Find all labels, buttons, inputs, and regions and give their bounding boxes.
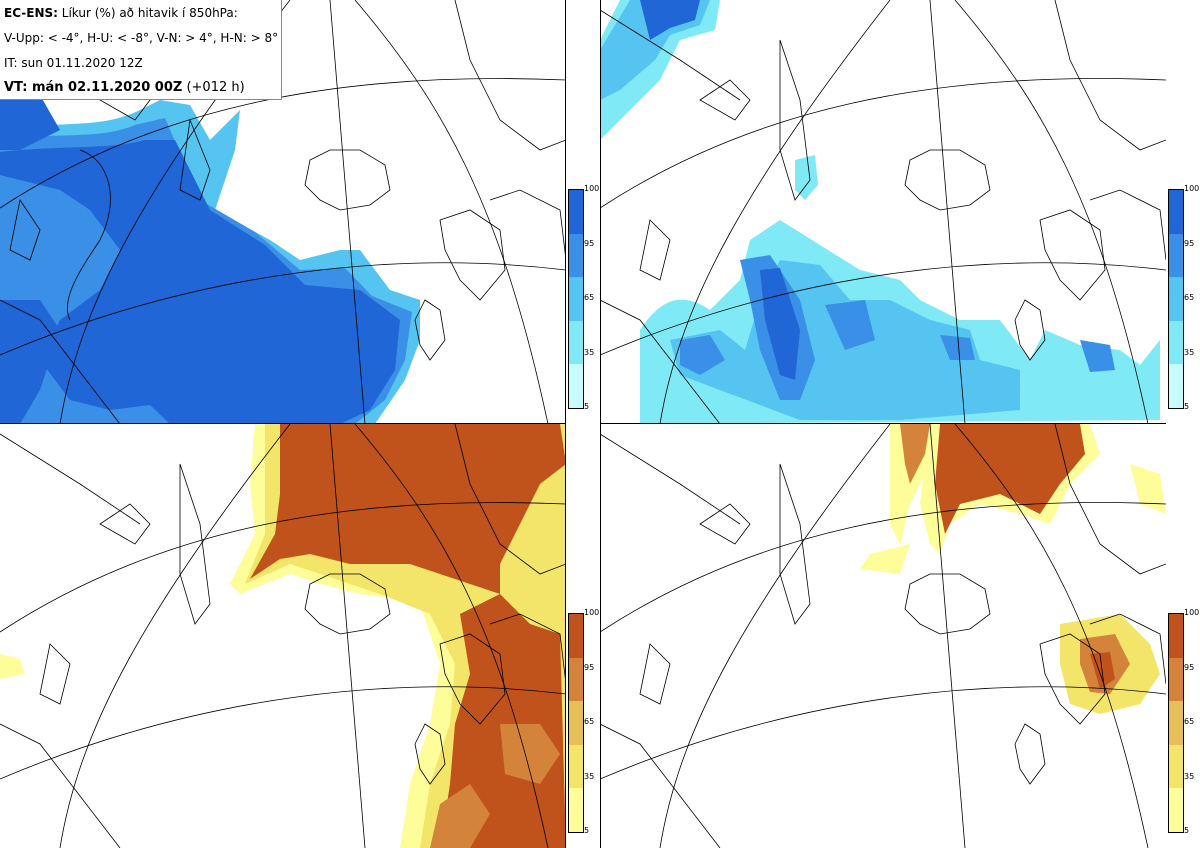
colorbar-segment: [569, 320, 583, 365]
colorbar-tick-label: 5: [584, 402, 590, 411]
map-warm-plus4: [0, 424, 566, 848]
model-name: EC-ENS:: [4, 6, 58, 20]
colorbar-tick-label: 35: [584, 771, 595, 781]
colorbar-segment: [569, 233, 583, 278]
colorbar-tick-label: 65: [584, 293, 595, 302]
colorbar-segment: [1169, 190, 1183, 234]
colorbar-tick-label: 95: [584, 238, 595, 248]
init-time-text: IT: sun 01.11.2020 12Z: [4, 56, 143, 70]
map-warm-plus8: [600, 424, 1166, 848]
colorbar-segment: [569, 744, 583, 789]
colorbar-orange-bottom-left: [568, 613, 584, 833]
colorbar-segment: [1169, 233, 1183, 278]
map-panel-warm-plus8: [600, 424, 1166, 848]
colorbar-segment: [1169, 614, 1183, 658]
colorbar-tick-label: 95: [584, 662, 595, 672]
colorbar-tick-label: 100: [1184, 608, 1200, 617]
colorbar-tick-label: 100: [584, 608, 600, 617]
colorbar-tick-label: 65: [1184, 717, 1195, 726]
panel-border-right: [600, 0, 601, 848]
threshold-text: V-Upp: < -4°, H-U: < -8°, V-N: > 4°, H-N…: [4, 31, 279, 45]
colorbar-blue-top-right: [1168, 189, 1184, 409]
colorbar-tick-label: 5: [584, 826, 590, 835]
header-title-line: EC-ENS: Líkur (%) að hitavik í 850hPa:: [4, 6, 238, 20]
colorbar-segment: [569, 277, 583, 321]
colorbar-tick-label: 35: [1184, 347, 1195, 357]
colorbar-tick-label: 95: [1184, 238, 1195, 248]
colorbar-segment: [1169, 277, 1183, 321]
colorbar-segment: [569, 788, 583, 832]
colorbar-tick-label: 65: [1184, 293, 1195, 302]
panel-separator-right: [600, 423, 1166, 424]
colorbar-segment: [1169, 657, 1183, 702]
valid-offset-text: (+012 h): [186, 80, 245, 95]
map-panel-cold-minus8: [600, 0, 1166, 424]
colorbar-blue-top-left: [568, 189, 584, 409]
valid-time-text: VT: mán 02.11.2020 00Z: [4, 80, 183, 95]
map-panel-warm-plus4: [0, 424, 566, 848]
colorbar-tick-label: 65: [584, 717, 595, 726]
map-cold-minus8: [600, 0, 1166, 424]
colorbar-tick-label: 5: [1184, 402, 1190, 411]
colorbar-segment: [1169, 788, 1183, 832]
colorbar-orange-bottom-right: [1168, 613, 1184, 833]
panel-border-left: [565, 0, 566, 848]
colorbar-segment: [1169, 701, 1183, 745]
colorbar-segment: [569, 614, 583, 658]
valid-time-line: VT: mán 02.11.2020 00Z (+012 h): [4, 80, 245, 95]
colorbar-tick-label: 100: [584, 184, 600, 193]
colorbar-segment: [569, 190, 583, 234]
legend-info-box: EC-ENS: Líkur (%) að hitavik í 850hPa: V…: [0, 0, 282, 100]
colorbar-segment: [569, 701, 583, 745]
colorbar-segment: [569, 657, 583, 702]
colorbar-segment: [1169, 744, 1183, 789]
colorbar-tick-label: 95: [1184, 662, 1195, 672]
colorbar-tick-label: 5: [1184, 826, 1190, 835]
colorbar-segment: [569, 364, 583, 408]
colorbar-tick-label: 35: [584, 347, 595, 357]
panel-separator-left: [0, 423, 566, 424]
colorbar-segment: [1169, 364, 1183, 408]
colorbar-segment: [1169, 320, 1183, 365]
colorbar-tick-label: 35: [1184, 771, 1195, 781]
colorbar-tick-label: 100: [1184, 184, 1200, 193]
title-text: Líkur (%) að hitavik í 850hPa:: [61, 6, 238, 20]
